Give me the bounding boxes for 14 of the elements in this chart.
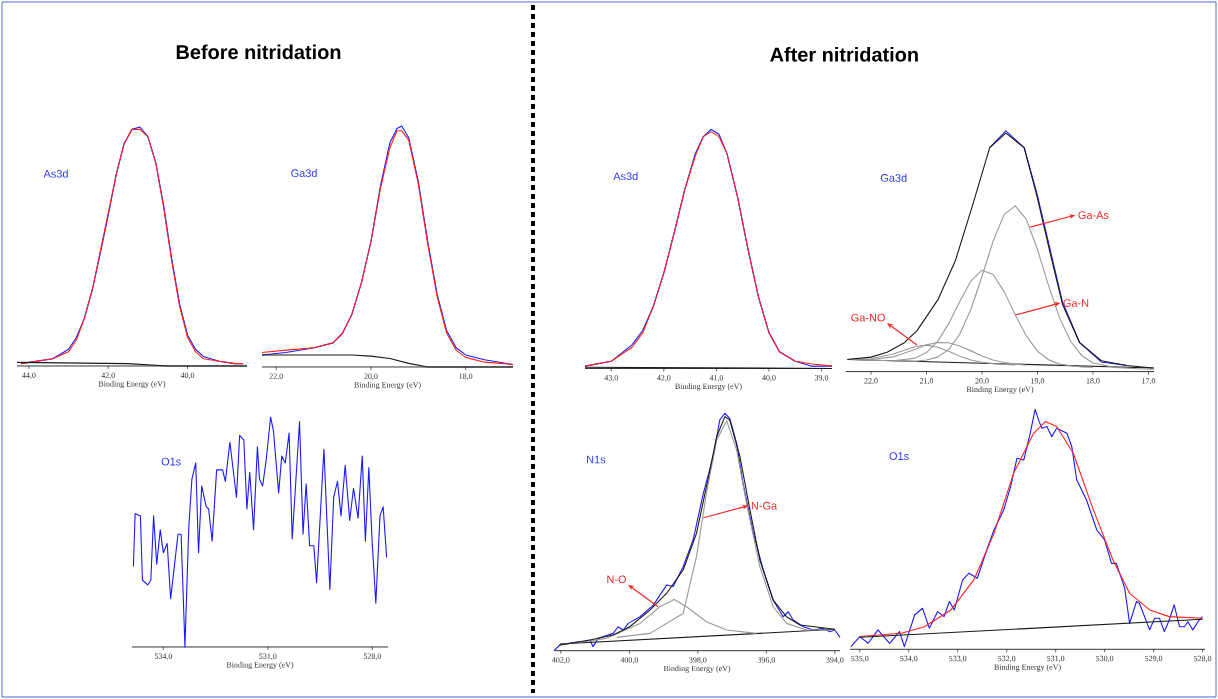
annotation: Ga-N <box>1063 299 1089 307</box>
text: As3d <box>43 169 68 178</box>
annotation: N-Ga <box>751 501 778 510</box>
text: Before nitridation <box>176 44 341 60</box>
text: Ga3d <box>880 173 907 182</box>
text: N1s <box>587 455 606 464</box>
text: O1s <box>161 457 181 466</box>
text: As3d <box>613 172 638 181</box>
text: Ga3d <box>291 169 317 178</box>
text: After nitridation <box>770 47 918 62</box>
annotation: Ga-As <box>1078 211 1109 219</box>
annotation: N-O <box>607 575 627 584</box>
text: O1s <box>889 452 909 460</box>
annotation: Ga-NO <box>851 313 885 322</box>
